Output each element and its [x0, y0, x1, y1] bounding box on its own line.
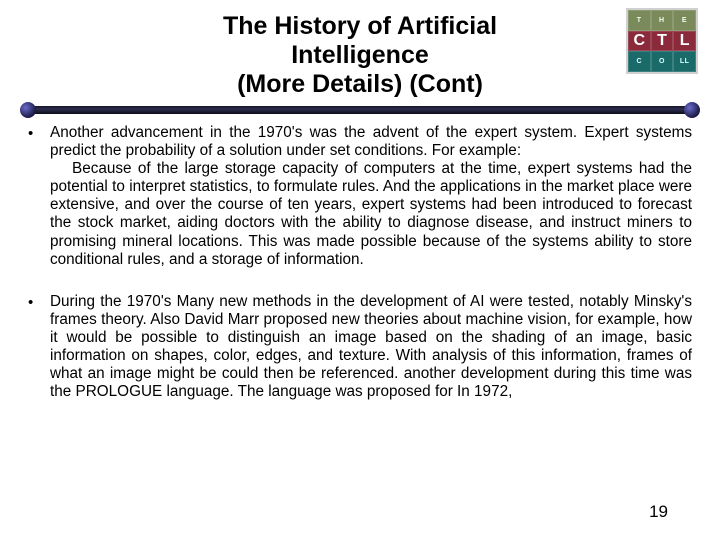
logo-cell: H	[651, 10, 674, 31]
bullet-item: • During the 1970's Many new methods in …	[28, 293, 692, 401]
bullet-marker: •	[28, 293, 50, 312]
divider-cap-left	[20, 102, 36, 118]
slide-title: The History of Artificial Intelligence (…	[150, 12, 570, 98]
logo-cell: C	[628, 31, 651, 52]
title-line: (More Details) (Cont)	[150, 70, 570, 99]
slide-body: • Another advancement in the 1970's was …	[24, 124, 696, 401]
bullet-marker: •	[28, 124, 50, 143]
logo-cell: C	[628, 51, 651, 72]
divider-bar	[24, 104, 696, 114]
title-line: The History of Artificial	[150, 12, 570, 41]
ctl-logo: T H E C T L C O LL	[626, 8, 698, 74]
bullet-text: During the 1970's Many new methods in th…	[50, 293, 692, 401]
logo-cell: O	[651, 51, 674, 72]
page-number: 19	[649, 502, 668, 522]
logo-cell: T	[651, 31, 674, 52]
bullet-gap	[28, 269, 692, 293]
bullet-text: Another advancement in the 1970's was th…	[50, 124, 692, 268]
logo-cell: E	[673, 10, 696, 31]
title-line: Intelligence	[150, 41, 570, 70]
bullet-lead: Another advancement in the 1970's was th…	[50, 124, 692, 159]
logo-cell: L	[673, 31, 696, 52]
bullet-item: • Another advancement in the 1970's was …	[28, 124, 692, 268]
divider-fill	[26, 106, 694, 114]
bullet-indent: Because of the large storage capacity of…	[50, 160, 692, 268]
logo-cell: T	[628, 10, 651, 31]
slide: T H E C T L C O LL The History of Artifi…	[0, 0, 720, 540]
divider-cap-right	[684, 102, 700, 118]
bullet-lead: During the 1970's Many new methods in th…	[50, 293, 692, 400]
logo-cell: LL	[673, 51, 696, 72]
